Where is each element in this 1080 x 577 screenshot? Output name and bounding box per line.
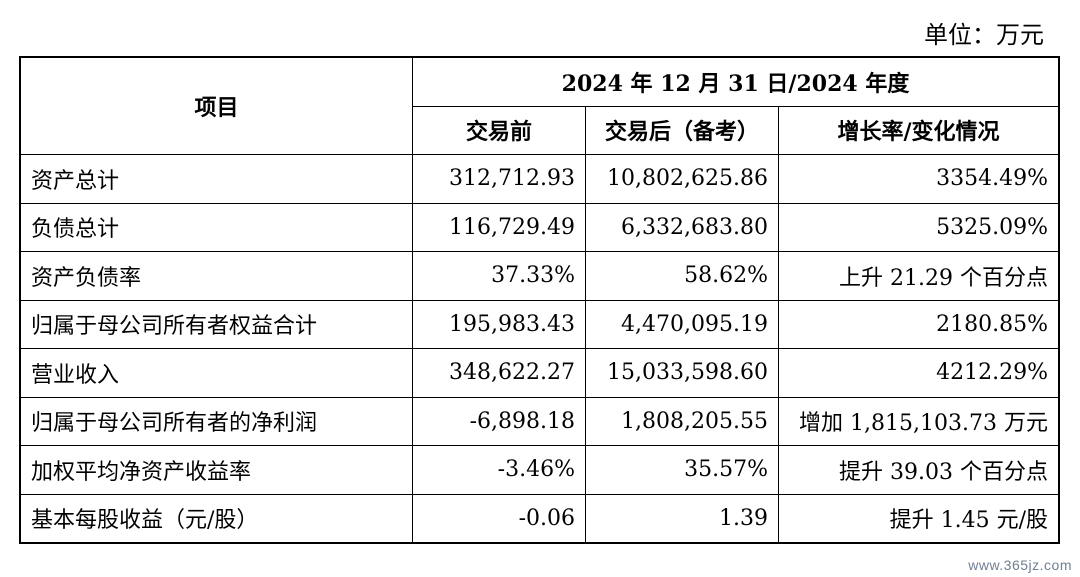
row-before: 195,983.43 (412, 299, 586, 349)
header-change: 增长率/变化情况 (778, 105, 1059, 155)
row-after: 35.57% (585, 445, 779, 495)
table-row: 资产负债率 37.33% 58.62% 上升 21.29 个百分点 (20, 251, 1059, 301)
row-label: 基本每股收益（元/股） (20, 493, 413, 543)
row-before: -3.46% (412, 445, 586, 495)
site-watermark: www.365jz.com (968, 557, 1072, 573)
header-period: 2024 年 12 月 31 日/2024 年度 (412, 57, 1059, 107)
row-label: 加权平均净资产收益率 (20, 445, 413, 495)
row-change: 5325.09% (778, 202, 1059, 252)
row-change: 上升 21.29 个百分点 (778, 251, 1059, 301)
row-after: 15,033,598.60 (585, 348, 779, 398)
row-after: 4,470,095.19 (585, 299, 779, 349)
row-label: 营业收入 (20, 348, 413, 398)
row-change: 提升 1.45 元/股 (778, 493, 1059, 543)
row-label: 归属于母公司所有者权益合计 (20, 299, 413, 349)
unit-label: 单位：万元 (924, 21, 1044, 49)
header-item: 项目 (20, 57, 413, 155)
row-label: 资产总计 (20, 154, 413, 204)
row-after: 10,802,625.86 (585, 154, 779, 204)
table-row: 负债总计 116,729.49 6,332,683.80 5325.09% (20, 202, 1059, 252)
row-change: 4212.29% (778, 348, 1059, 398)
table-row: 资产总计 312,712.93 10,802,625.86 3354.49% (20, 154, 1059, 204)
row-after: 58.62% (585, 251, 779, 301)
row-change: 提升 39.03 个百分点 (778, 445, 1059, 495)
row-before: 37.33% (412, 251, 586, 301)
row-change: 2180.85% (778, 299, 1059, 349)
row-before: -6,898.18 (412, 396, 586, 446)
row-change: 增加 1,815,103.73 万元 (778, 396, 1059, 446)
table-body: 资产总计 312,712.93 10,802,625.86 3354.49% 负… (20, 154, 1059, 543)
table-row: 归属于母公司所有者的净利润 -6,898.18 1,808,205.55 增加 … (20, 396, 1059, 446)
header-row-columns: 交易前 交易后（备考） 增长率/变化情况 (21, 105, 1059, 155)
financial-comparison-table: 项目 2024 年 12 月 31 日/2024 年度 交易前 交易后（备考） … (19, 56, 1060, 544)
row-before: 348,622.27 (412, 348, 586, 398)
header-after: 交易后（备考） (585, 105, 779, 155)
table-row: 归属于母公司所有者权益合计 195,983.43 4,470,095.19 21… (20, 299, 1059, 349)
row-before: 312,712.93 (412, 154, 586, 204)
row-label: 资产负债率 (20, 251, 413, 301)
header-row-period: 项目 2024 年 12 月 31 日/2024 年度 (20, 57, 1059, 155)
table-row: 加权平均净资产收益率 -3.46% 35.57% 提升 39.03 个百分点 (20, 445, 1059, 495)
row-after: 1,808,205.55 (585, 396, 779, 446)
row-label: 归属于母公司所有者的净利润 (20, 396, 413, 446)
row-change: 3354.49% (778, 154, 1059, 204)
table-row: 基本每股收益（元/股） -0.06 1.39 提升 1.45 元/股 (20, 493, 1059, 543)
row-label: 负债总计 (20, 202, 413, 252)
row-after: 6,332,683.80 (585, 202, 779, 252)
row-before: 116,729.49 (412, 202, 586, 252)
table-header: 项目 2024 年 12 月 31 日/2024 年度 交易前 交易后（备考） … (20, 57, 1059, 155)
header-before: 交易前 (412, 105, 586, 155)
table-row: 营业收入 348,622.27 15,033,598.60 4212.29% (20, 348, 1059, 398)
row-after: 1.39 (585, 493, 779, 543)
row-before: -0.06 (412, 493, 586, 543)
